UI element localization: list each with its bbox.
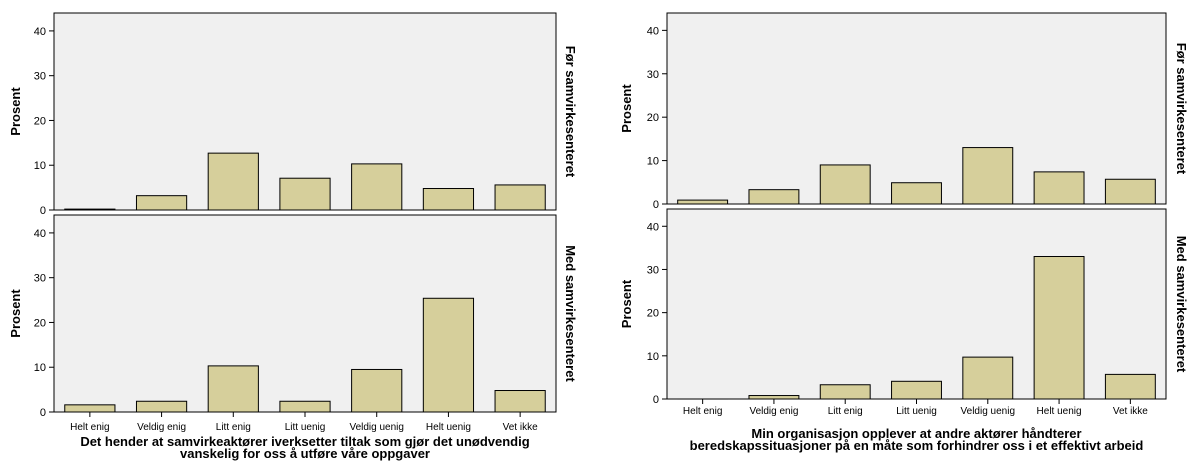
plot-area <box>666 12 1167 205</box>
bar-helt-uenig <box>1033 256 1085 400</box>
bar-veldig-uenig <box>962 356 1014 400</box>
panel-label: Med samvirkesenteret <box>563 245 578 382</box>
y-tick-label: 20 <box>34 317 46 329</box>
y-tick-label: 30 <box>34 273 46 285</box>
x-axis-title-line: Det hender at samvirkeaktører iverksette… <box>80 434 529 449</box>
chart-1-panel-2: 0 10 20 30 40 Prosent Med samvirkesenteret <box>8 214 578 419</box>
bar-veldig-uenig <box>962 147 1014 205</box>
x-tick-label: Veldig enig <box>137 422 186 433</box>
x-tick-label: Veldig uenig <box>349 422 404 433</box>
panel-label: Før samvirkesenteret <box>1174 43 1189 175</box>
bar-veldig-uenig <box>351 163 403 211</box>
bar-vet-ikke <box>1104 178 1156 205</box>
y-axis-label: Prosent <box>8 289 23 338</box>
x-axis-title-line: beredskapssituasjoner på en måte som for… <box>690 438 1144 453</box>
bar-litt-enig <box>207 365 259 413</box>
bar-helt-enig <box>64 208 116 211</box>
y-tick-label: 0 <box>40 205 46 217</box>
y-tick-label: 0 <box>40 407 46 419</box>
chart-1-panel-1: 0 10 20 30 40 Prosent Før samvirkesenteret <box>8 12 578 217</box>
x-tick-label: Helt enig <box>70 422 109 433</box>
bar-helt-enig <box>64 404 116 413</box>
bar-litt-enig <box>819 384 871 400</box>
bar-litt-uenig <box>891 182 942 205</box>
x-tick-label: Vet ikke <box>1113 406 1148 417</box>
panel-label: Før samvirkesenteret <box>563 46 578 178</box>
bar-vet-ikke <box>494 390 546 413</box>
chart-1: 0 10 20 30 40 Prosent Før samvirkesenteret 0 10 2… <box>8 12 578 461</box>
bar-litt-uenig <box>279 177 331 211</box>
y-tick-label: 30 <box>647 264 659 276</box>
bar-veldig-enig <box>748 189 800 205</box>
x-tick-label: Veldig enig <box>749 406 798 417</box>
x-tick-label: Helt uenig <box>426 422 471 433</box>
bar-helt-uenig <box>422 297 475 413</box>
chart-2-panel-1: 0 10 20 30 40 Prosent Før samvirkesenteret <box>619 12 1189 211</box>
y-axis-label: Prosent <box>8 87 23 136</box>
plot-area <box>666 208 1167 400</box>
plot-area <box>53 12 557 211</box>
bar-veldig-enig <box>135 195 188 211</box>
bar-veldig-enig <box>748 395 800 400</box>
bar-litt-uenig <box>891 380 942 400</box>
x-tick-label: Vet ikke <box>503 422 538 433</box>
x-axis-title-line: Min organisasjon opplever at andre aktør… <box>751 426 1081 441</box>
y-tick-label: 20 <box>647 112 659 124</box>
y-tick-label: 30 <box>647 69 659 81</box>
bar-vet-ikke <box>494 184 546 211</box>
chart-2: 0 10 20 30 40 Prosent Før samvirkesenteret 0 10 2… <box>619 12 1189 453</box>
bar-litt-enig <box>819 164 871 205</box>
y-tick-label: 40 <box>34 228 46 240</box>
x-axis-title-line: vanskelig for oss å utføre våre oppgaver <box>180 446 430 461</box>
bar-veldig-enig <box>135 400 188 413</box>
y-tick-label: 40 <box>34 26 46 38</box>
bar-veldig-uenig <box>351 368 403 413</box>
bar-helt-uenig <box>422 188 475 211</box>
y-tick-label: 10 <box>34 160 46 172</box>
y-tick-label: 0 <box>653 199 659 211</box>
panel-label: Med samvirkesenteret <box>1174 236 1189 373</box>
x-tick-label: Litt uenig <box>896 406 937 417</box>
bar-litt-uenig <box>279 400 331 413</box>
y-tick-label: 10 <box>647 156 659 168</box>
x-tick-label: Helt uenig <box>1037 406 1082 417</box>
x-tick-label: Veldig uenig <box>961 406 1016 417</box>
y-tick-label: 40 <box>647 221 659 233</box>
y-axis-label: Prosent <box>619 279 634 328</box>
y-tick-label: 20 <box>34 115 46 127</box>
y-tick-label: 0 <box>653 394 659 406</box>
x-tick-label: Litt uenig <box>285 422 326 433</box>
plot-area <box>53 214 557 413</box>
x-tick-label: Litt enig <box>828 406 863 417</box>
bar-helt-uenig <box>1033 171 1085 205</box>
x-tick-label: Litt enig <box>216 422 251 433</box>
bar-litt-enig <box>207 152 259 211</box>
x-tick-label: Helt enig <box>683 406 722 417</box>
y-tick-label: 20 <box>647 308 659 320</box>
bar-vet-ikke <box>1104 373 1156 400</box>
y-tick-label: 10 <box>34 362 46 374</box>
y-tick-label: 10 <box>647 351 659 363</box>
y-tick-label: 30 <box>34 71 46 83</box>
chart-2-panel-2: 0 10 20 30 40 Prosent Med samvirkesenteret <box>619 208 1189 406</box>
y-axis-label: Prosent <box>619 84 634 133</box>
y-tick-label: 40 <box>647 25 659 37</box>
bar-helt-enig <box>677 199 729 205</box>
